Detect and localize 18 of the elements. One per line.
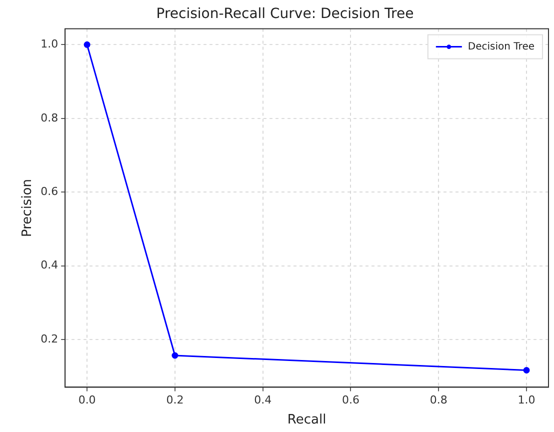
y-tick-label: 0.2 — [40, 332, 58, 346]
point — [84, 41, 90, 48]
x-axis-title: Recall — [287, 412, 326, 428]
point — [523, 366, 530, 374]
x-tick-label: 0.0 — [78, 394, 96, 407]
x-tick-label: 0.6 — [342, 394, 360, 407]
chart-title: Precision-Recall Curve: Decision Tree — [156, 6, 414, 22]
y-tick-label: 1.0 — [40, 38, 58, 51]
legend-label: Decision Tree — [468, 41, 535, 52]
x-tick-label: 0.2 — [166, 394, 184, 407]
y-tick-label: 0.8 — [40, 111, 58, 124]
y-tick-label: 0.6 — [40, 185, 58, 198]
x-tick-label: 1.0 — [518, 394, 536, 407]
y-axis-title: Precision — [20, 178, 36, 238]
y-tick-label: 0.4 — [40, 258, 58, 272]
x-tick-label: 0.8 — [430, 394, 448, 407]
point — [172, 352, 178, 359]
x-tick-label: 0.4 — [254, 394, 272, 407]
